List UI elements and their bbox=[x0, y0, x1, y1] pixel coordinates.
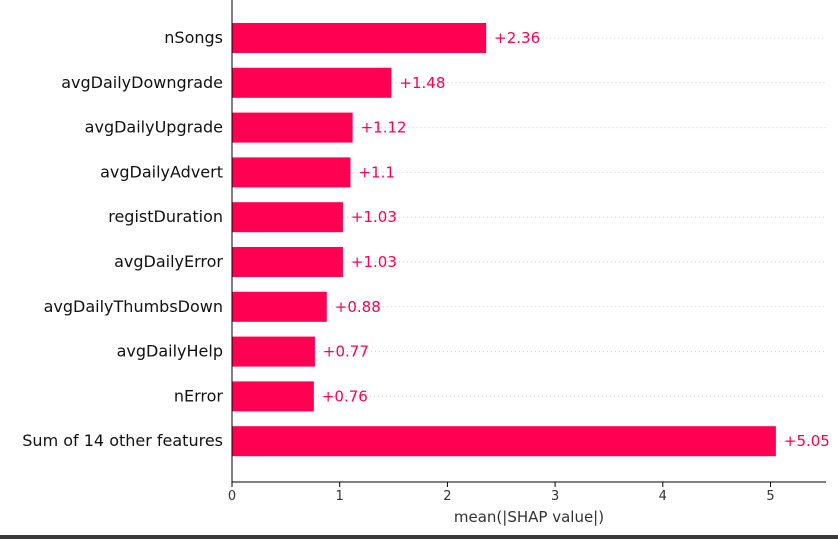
x-axis-ticks: 0 1 2 3 4 5 bbox=[228, 482, 775, 504]
category-label: nError bbox=[174, 386, 224, 405]
value-labels: +2.36 +1.48 +1.12 +1.1 +1.03 +1.03 +0.88 +0.77 +… bbox=[322, 29, 830, 450]
category-label: avgDailyError bbox=[114, 252, 223, 271]
bars bbox=[232, 23, 776, 457]
value-label: +1.48 bbox=[399, 74, 445, 92]
bar-sum-of-14-other-features bbox=[232, 426, 776, 457]
bar-avgdailydowngrade bbox=[232, 67, 392, 98]
value-label: +1.12 bbox=[361, 119, 407, 137]
category-label: registDuration bbox=[108, 207, 223, 226]
bar-nerror bbox=[232, 381, 314, 412]
bar-registduration bbox=[232, 202, 343, 233]
bar-nsongs bbox=[232, 23, 487, 53]
category-label: avgDailyUpgrade bbox=[85, 118, 223, 137]
category-label: avgDailyThumbsDown bbox=[44, 297, 223, 316]
value-label: +2.36 bbox=[494, 29, 540, 47]
value-label: +0.77 bbox=[323, 343, 369, 361]
category-label: avgDailyDowngrade bbox=[61, 73, 223, 92]
value-label: +1.1 bbox=[358, 163, 394, 181]
x-tick-label: 0 bbox=[228, 489, 236, 504]
bottom-strip bbox=[0, 535, 838, 539]
bar-avgdailythumbsdown bbox=[232, 291, 327, 322]
value-label: +5.05 bbox=[784, 432, 830, 450]
value-label: +1.03 bbox=[351, 253, 397, 271]
bar-avgdailyhelp bbox=[232, 336, 315, 367]
bar-avgdailyupgrade bbox=[232, 112, 353, 143]
bar-avgdailyadvert bbox=[232, 157, 351, 188]
x-tick-label: 5 bbox=[766, 489, 774, 504]
bar-avgdailyerror bbox=[232, 247, 343, 277]
value-label: +1.03 bbox=[351, 208, 397, 226]
x-tick-label: 1 bbox=[336, 489, 344, 504]
category-label: Sum of 14 other features bbox=[22, 431, 223, 450]
value-label: +0.88 bbox=[335, 298, 381, 316]
x-tick-label: 4 bbox=[659, 489, 667, 504]
category-label: nSongs bbox=[164, 28, 223, 47]
x-axis-label: mean(|SHAP value|) bbox=[454, 508, 604, 526]
x-tick-label: 2 bbox=[443, 489, 451, 504]
x-tick-label: 3 bbox=[551, 489, 559, 504]
value-label: +0.76 bbox=[322, 387, 368, 405]
category-label: avgDailyAdvert bbox=[100, 162, 223, 181]
dotted-guides bbox=[313, 37, 826, 442]
category-labels: nSongs avgDailyDowngrade avgDailyUpgrade av… bbox=[22, 28, 223, 450]
category-label: avgDailyHelp bbox=[117, 342, 223, 361]
